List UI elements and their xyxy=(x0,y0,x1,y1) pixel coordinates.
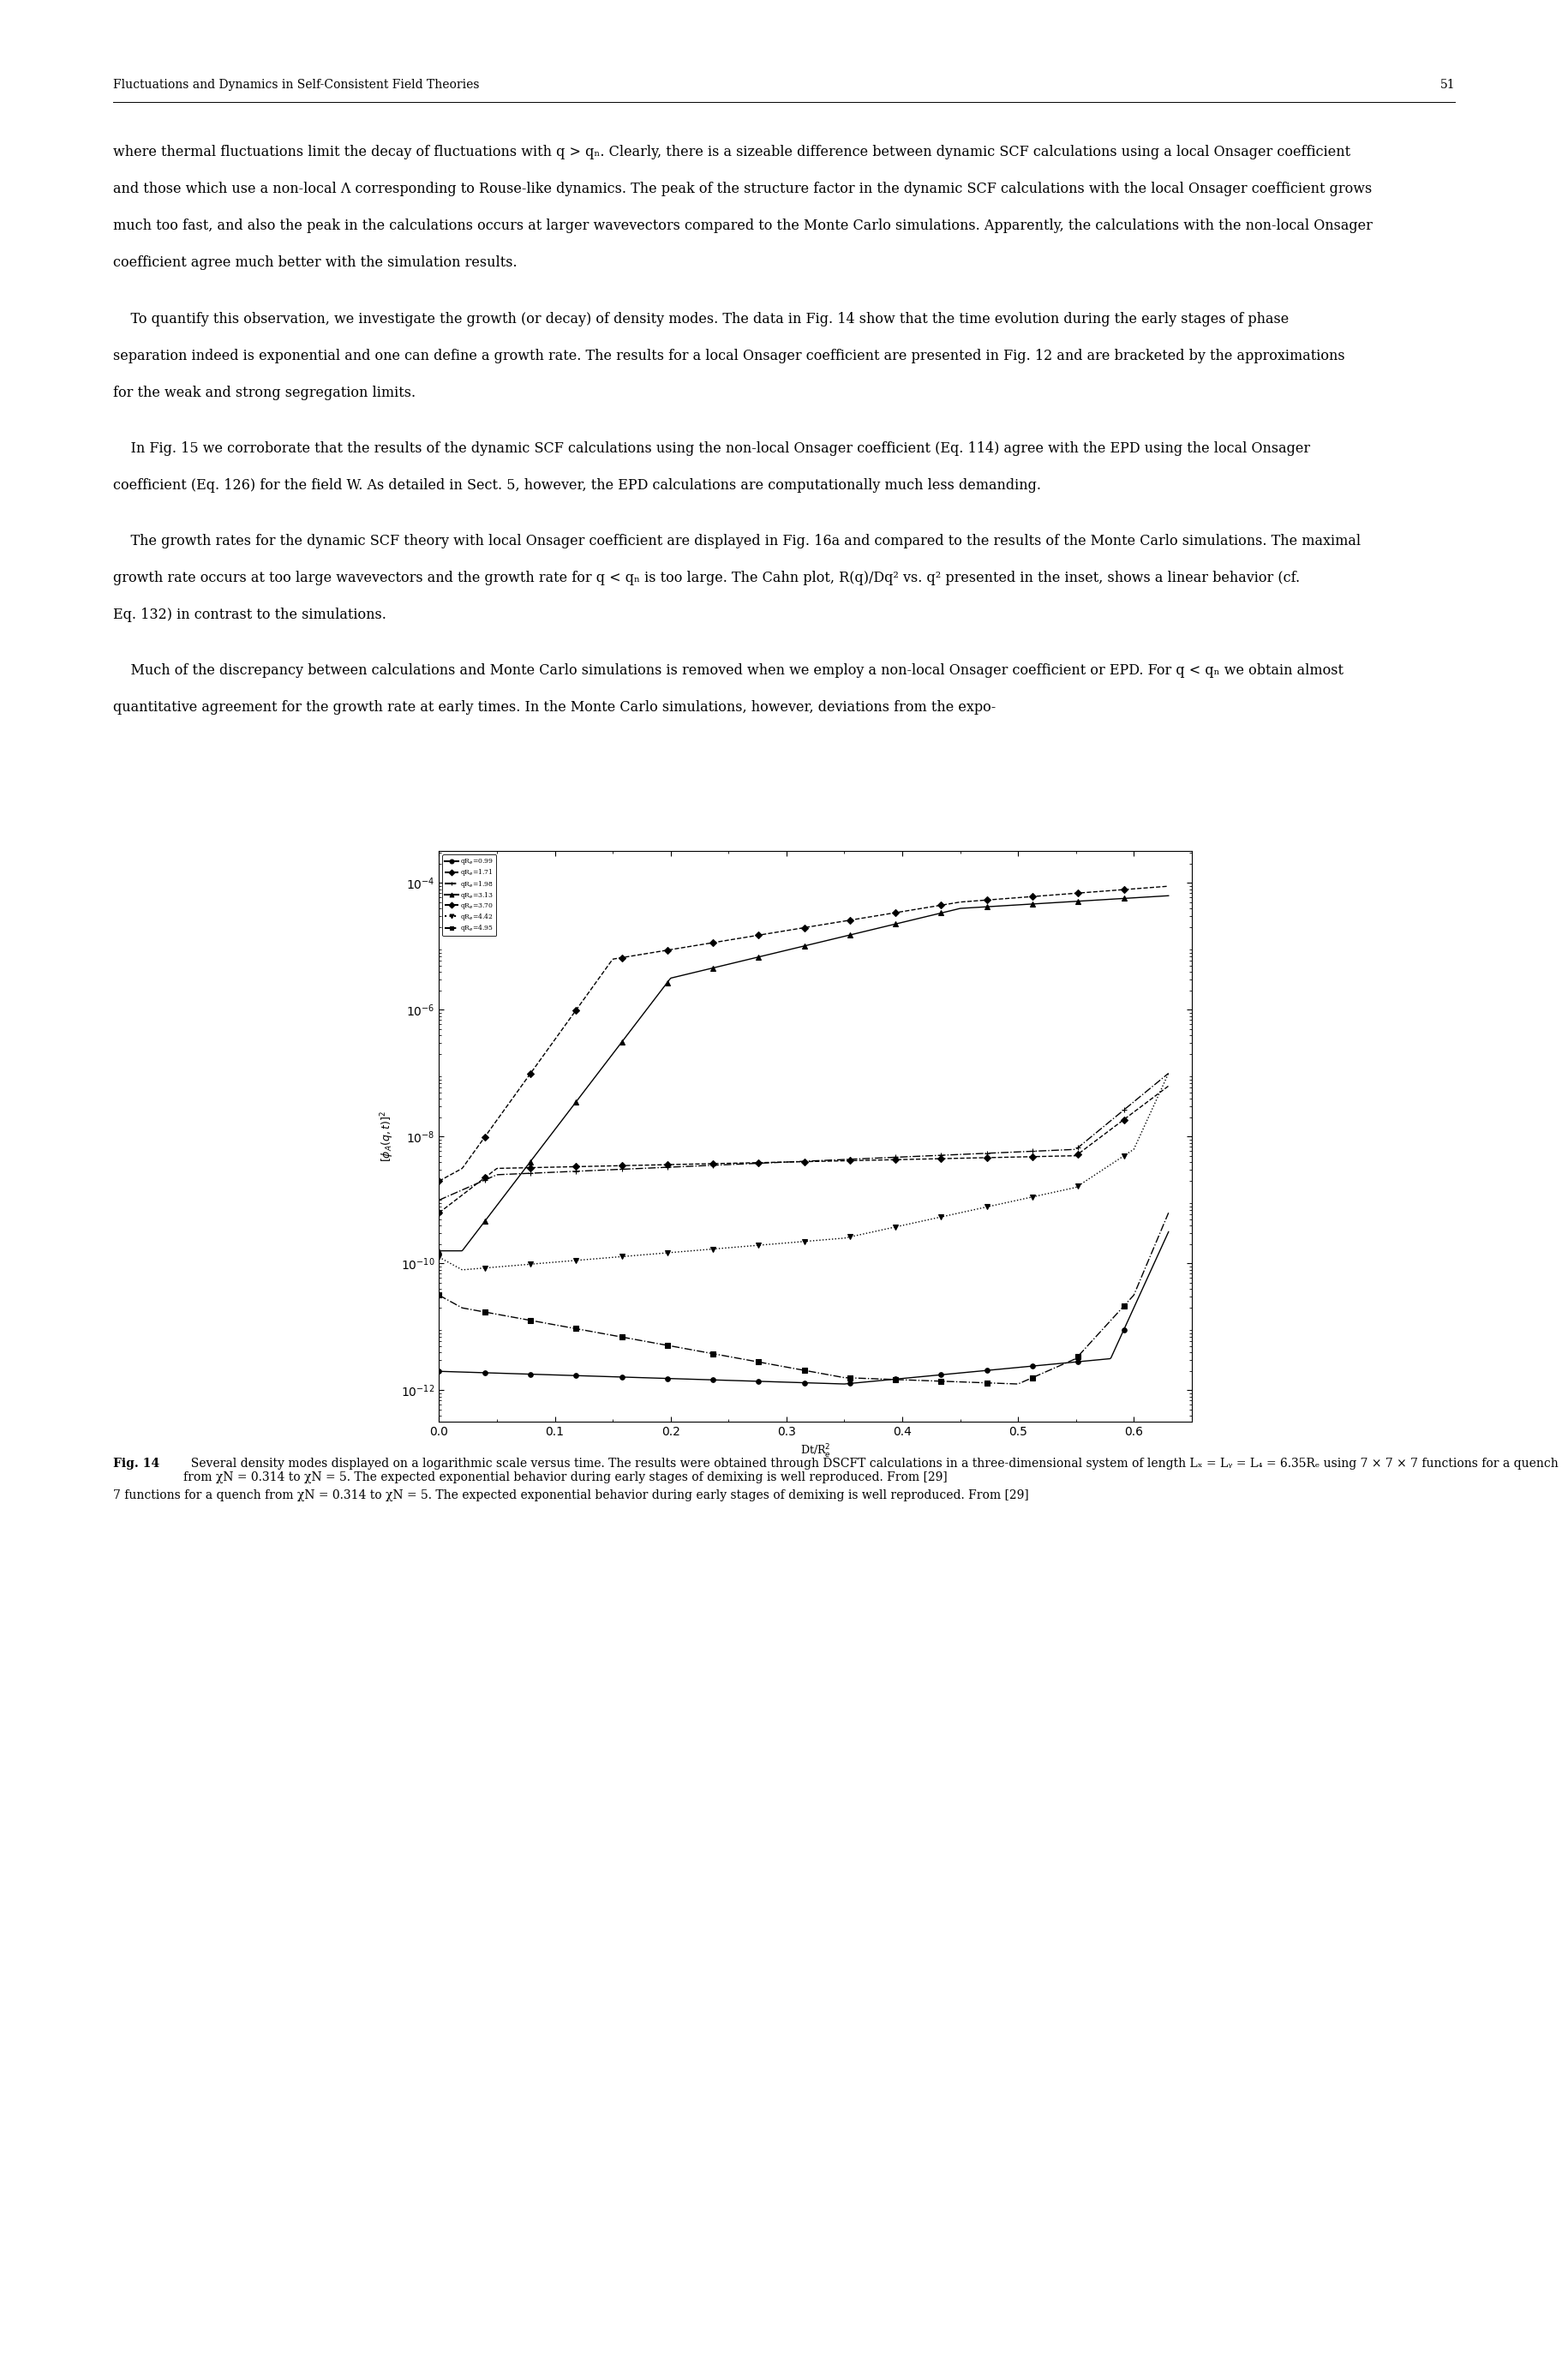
Text: Much of the discrepancy between calculations and Monte Carlo simulations is remo: Much of the discrepancy between calculat… xyxy=(113,663,1344,678)
X-axis label: Dt/R$_e^{2}$: Dt/R$_e^{2}$ xyxy=(800,1443,831,1460)
Text: separation indeed is exponential and one can define a growth rate. The results f: separation indeed is exponential and one… xyxy=(113,347,1345,364)
Text: The growth rates for the dynamic SCF theory with local Onsager coefficient are d: The growth rates for the dynamic SCF the… xyxy=(113,533,1361,549)
Text: coefficient (Eq. 126) for the field W. As detailed in Sect. 5, however, the EPD : coefficient (Eq. 126) for the field W. A… xyxy=(113,478,1041,492)
Legend: qR$_e$=0.99, qR$_e$=1.71, qR$_e$=1.98, qR$_e$=3.13, qR$_e$=3.70, qR$_e$=4.42, qR: qR$_e$=0.99, qR$_e$=1.71, qR$_e$=1.98, q… xyxy=(442,854,495,937)
Text: To quantify this observation, we investigate the growth (or decay) of density mo: To quantify this observation, we investi… xyxy=(113,312,1289,326)
Text: 7 functions for a quench from χN = 0.314 to χN = 5. The expected exponential beh: 7 functions for a quench from χN = 0.314… xyxy=(113,1489,1029,1501)
Text: Several density modes displayed on a logarithmic scale versus time. The results : Several density modes displayed on a log… xyxy=(183,1458,1559,1484)
Text: Fig. 14: Fig. 14 xyxy=(113,1458,160,1470)
Text: Eq. 132) in contrast to the simulations.: Eq. 132) in contrast to the simulations. xyxy=(113,606,386,623)
Text: and those which use a non-local Λ corresponding to Rouse-like dynamics. The peak: and those which use a non-local Λ corres… xyxy=(113,181,1372,197)
Text: for the weak and strong segregation limits.: for the weak and strong segregation limi… xyxy=(113,385,416,400)
Text: 51: 51 xyxy=(1439,78,1455,90)
Text: where thermal fluctuations limit the decay of fluctuations with q > qₙ. Clearly,: where thermal fluctuations limit the dec… xyxy=(113,145,1350,159)
Text: Fluctuations and Dynamics in Self-Consistent Field Theories: Fluctuations and Dynamics in Self-Consis… xyxy=(113,78,480,90)
Text: growth rate occurs at too large wavevectors and the growth rate for q < qₙ is to: growth rate occurs at too large wavevect… xyxy=(113,571,1300,585)
Text: coefficient agree much better with the simulation results.: coefficient agree much better with the s… xyxy=(113,257,517,271)
Y-axis label: $[\phi_A(q,t)]^2$: $[\phi_A(q,t)]^2$ xyxy=(379,1111,397,1163)
Text: In Fig. 15 we corroborate that the results of the dynamic SCF calculations using: In Fig. 15 we corroborate that the resul… xyxy=(113,440,1309,457)
Text: much too fast, and also the peak in the calculations occurs at larger wavevector: much too fast, and also the peak in the … xyxy=(113,219,1372,233)
Text: quantitative agreement for the growth rate at early times. In the Monte Carlo si: quantitative agreement for the growth ra… xyxy=(113,699,996,716)
